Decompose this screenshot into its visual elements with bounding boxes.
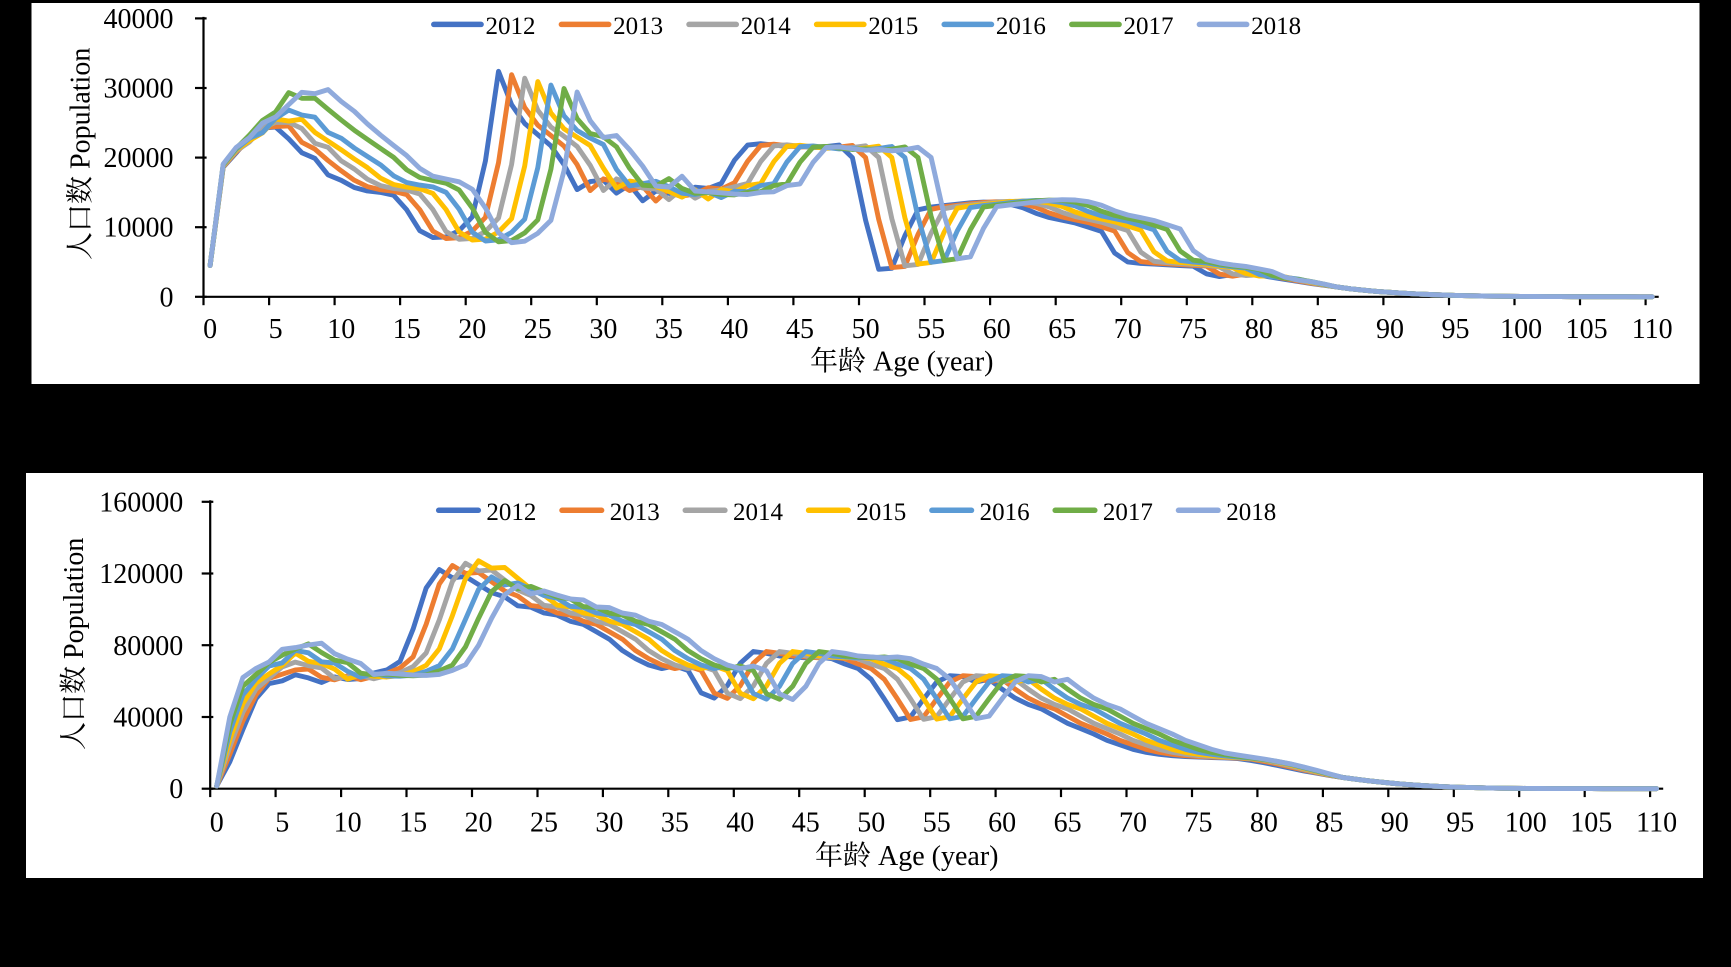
svg-text:65: 65 (1054, 807, 1082, 838)
svg-text:2013: 2013 (613, 13, 663, 40)
svg-text:25: 25 (530, 807, 558, 838)
svg-text:Age (year): Age (year) (878, 841, 998, 872)
svg-text:10000: 10000 (104, 213, 174, 244)
svg-text:20: 20 (465, 807, 493, 838)
svg-text:2012: 2012 (486, 499, 536, 526)
svg-text:45: 45 (786, 314, 814, 345)
svg-text:2016: 2016 (996, 13, 1046, 40)
svg-text:2017: 2017 (1124, 13, 1174, 40)
svg-text:20000: 20000 (104, 143, 174, 174)
svg-text:65: 65 (1048, 314, 1076, 345)
svg-text:75: 75 (1179, 314, 1207, 345)
svg-text:60: 60 (988, 807, 1016, 838)
svg-text:80: 80 (1250, 807, 1278, 838)
svg-text:2015: 2015 (868, 13, 918, 40)
svg-text:55: 55 (917, 314, 945, 345)
svg-text:110: 110 (1632, 314, 1673, 345)
svg-text:2014: 2014 (741, 13, 792, 40)
svg-text:30000: 30000 (104, 74, 174, 105)
svg-text:2014: 2014 (733, 499, 784, 526)
svg-text:Age (year): Age (year) (873, 347, 993, 378)
svg-text:40: 40 (721, 314, 749, 345)
svg-text:2018: 2018 (1251, 13, 1301, 40)
svg-text:5: 5 (269, 314, 283, 345)
svg-text:0: 0 (169, 774, 183, 805)
svg-text:50: 50 (852, 314, 880, 345)
svg-text:25: 25 (524, 314, 552, 345)
svg-text:80000: 80000 (113, 631, 183, 662)
svg-text:0: 0 (210, 807, 224, 838)
svg-text:10: 10 (327, 314, 355, 345)
svg-text:45: 45 (792, 807, 820, 838)
svg-text:10: 10 (334, 807, 362, 838)
svg-text:30: 30 (589, 314, 617, 345)
svg-text:0: 0 (203, 314, 217, 345)
svg-text:55: 55 (923, 807, 951, 838)
svg-text:70: 70 (1119, 807, 1147, 838)
svg-text:105: 105 (1570, 807, 1612, 838)
svg-text:95: 95 (1446, 807, 1474, 838)
svg-text:2013: 2013 (610, 499, 660, 526)
svg-text:90: 90 (1376, 314, 1404, 345)
svg-text:95: 95 (1442, 314, 1470, 345)
svg-text:85: 85 (1310, 314, 1338, 345)
svg-text:70: 70 (1114, 314, 1142, 345)
svg-text:15: 15 (399, 807, 427, 838)
svg-text:100: 100 (1505, 807, 1547, 838)
svg-text:2012: 2012 (486, 13, 536, 40)
svg-text:110: 110 (1636, 807, 1677, 838)
svg-text:2016: 2016 (980, 499, 1030, 526)
svg-text:50: 50 (857, 807, 885, 838)
svg-text:5: 5 (275, 807, 289, 838)
svg-text:30: 30 (595, 807, 623, 838)
svg-text:160000: 160000 (99, 487, 183, 518)
svg-text:75: 75 (1185, 807, 1213, 838)
svg-text:105: 105 (1566, 314, 1608, 345)
svg-text:2018: 2018 (1226, 499, 1276, 526)
svg-text:40000: 40000 (104, 4, 174, 35)
svg-text:90: 90 (1381, 807, 1409, 838)
svg-text:60: 60 (983, 314, 1011, 345)
svg-text:80: 80 (1245, 314, 1273, 345)
svg-text:40000: 40000 (113, 703, 183, 734)
svg-text:100: 100 (1500, 314, 1542, 345)
svg-text:20: 20 (458, 314, 486, 345)
svg-text:2017: 2017 (1103, 499, 1153, 526)
svg-text:85: 85 (1315, 807, 1343, 838)
svg-text:Population: Population (59, 538, 90, 659)
svg-text:35: 35 (655, 314, 683, 345)
svg-text:0: 0 (160, 282, 174, 313)
svg-text:15: 15 (393, 314, 421, 345)
svg-text:40: 40 (726, 807, 754, 838)
svg-text:2015: 2015 (856, 499, 906, 526)
svg-text:Population: Population (66, 48, 97, 169)
svg-text:35: 35 (661, 807, 689, 838)
svg-text:120000: 120000 (99, 559, 183, 590)
